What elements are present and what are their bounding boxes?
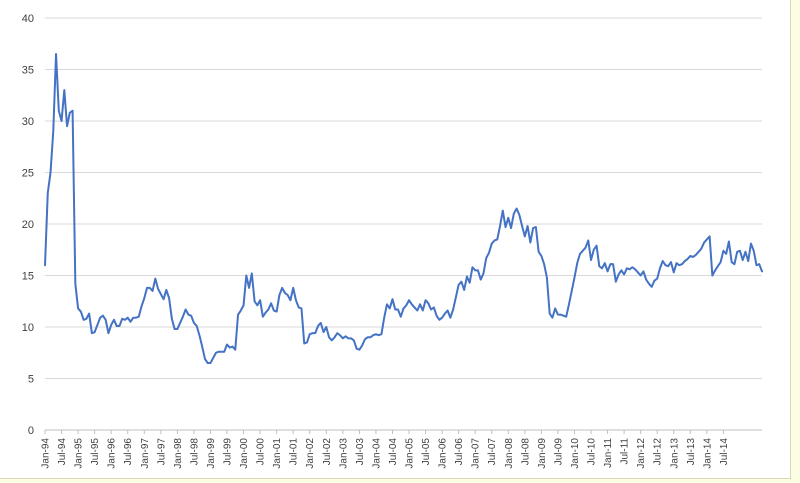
x-tick-label: Jan-08 bbox=[504, 438, 515, 469]
x-tick-label: Jan-12 bbox=[636, 438, 647, 469]
x-tick-label: Jan-07 bbox=[471, 438, 482, 469]
x-tick-label: Jul-10 bbox=[587, 438, 598, 466]
x-tick-label: Jan-94 bbox=[41, 438, 52, 469]
x-tick-label: Jan-14 bbox=[702, 438, 713, 469]
x-tick-label: Jul-05 bbox=[421, 438, 432, 466]
y-tick-label: 35 bbox=[22, 65, 34, 77]
x-tick-label: Jul-03 bbox=[355, 438, 366, 466]
x-tick-label: Jul-97 bbox=[156, 438, 167, 466]
x-tick-label: Jul-01 bbox=[289, 438, 300, 466]
y-tick-label: 30 bbox=[22, 116, 34, 128]
y-tick-label: 40 bbox=[22, 13, 34, 25]
x-tick-label: Jul-04 bbox=[388, 438, 399, 466]
x-tick-label: Jan-06 bbox=[438, 438, 449, 469]
y-tick-label: 20 bbox=[22, 219, 34, 231]
x-tick-label: Jul-07 bbox=[487, 438, 498, 466]
x-tick-label: Jan-10 bbox=[570, 438, 581, 469]
x-tick-label: Jul-98 bbox=[189, 438, 200, 466]
x-tick-label: Jul-06 bbox=[454, 438, 465, 466]
x-tick-label: Jan-99 bbox=[206, 438, 217, 469]
y-tick-label: 15 bbox=[22, 271, 34, 283]
x-tick-label: Jul-94 bbox=[57, 438, 68, 466]
x-tick-label: Jan-95 bbox=[74, 438, 85, 469]
x-tick-label: Jan-98 bbox=[173, 438, 184, 469]
x-tick-label: Jul-00 bbox=[256, 438, 267, 466]
x-tick-label: Jan-09 bbox=[537, 438, 548, 469]
x-tick-label: Jan-97 bbox=[140, 438, 151, 469]
x-tick-label: Jul-95 bbox=[90, 438, 101, 466]
series-layer bbox=[44, 53, 763, 365]
y-tick-label: 10 bbox=[22, 322, 34, 334]
x-tick-label: Jul-96 bbox=[123, 438, 134, 466]
x-tick-label: Jul-08 bbox=[520, 438, 531, 466]
x-tick-label: Jan-11 bbox=[603, 438, 614, 468]
x-tick-label: Jul-99 bbox=[223, 438, 234, 466]
y-tick-label: 25 bbox=[22, 168, 34, 180]
x-tick-label: Jul-09 bbox=[553, 438, 564, 466]
x-axis: Jan-94 Jul-94 Jan-95 Jul-95 Jan-96 Jul-96 Jan-… bbox=[41, 430, 730, 469]
y-tick-label: 5 bbox=[28, 374, 34, 386]
y-axis: 0 5 10 15 20 25 30 35 40 bbox=[22, 13, 34, 437]
x-tick-label: Jul-13 bbox=[686, 438, 697, 466]
x-tick-label: Jan-03 bbox=[338, 438, 349, 469]
x-tick-label: Jan-96 bbox=[107, 438, 118, 469]
x-tick-label: Jan-00 bbox=[239, 438, 250, 469]
x-tick-label: Jan-04 bbox=[371, 438, 382, 469]
x-tick-label: Jan-13 bbox=[669, 438, 680, 469]
x-tick-label: Jul-02 bbox=[322, 438, 333, 466]
x-tick-label: Jul-14 bbox=[719, 438, 730, 466]
series-line bbox=[44, 53, 763, 365]
x-tick-label: Jan-05 bbox=[405, 438, 416, 469]
line-chart: 0 5 10 15 20 25 30 35 40 Jan-94 Jul-94 Jan-95 Jul-9… bbox=[22, 13, 763, 469]
y-tick-label: 0 bbox=[28, 425, 34, 437]
gridlines bbox=[45, 17, 762, 431]
x-tick-label: Jan-01 bbox=[272, 438, 283, 469]
x-tick-label: Jul-11 bbox=[620, 438, 631, 465]
x-tick-label: Jan-02 bbox=[305, 438, 316, 469]
x-tick-label: Jul-12 bbox=[653, 438, 664, 466]
